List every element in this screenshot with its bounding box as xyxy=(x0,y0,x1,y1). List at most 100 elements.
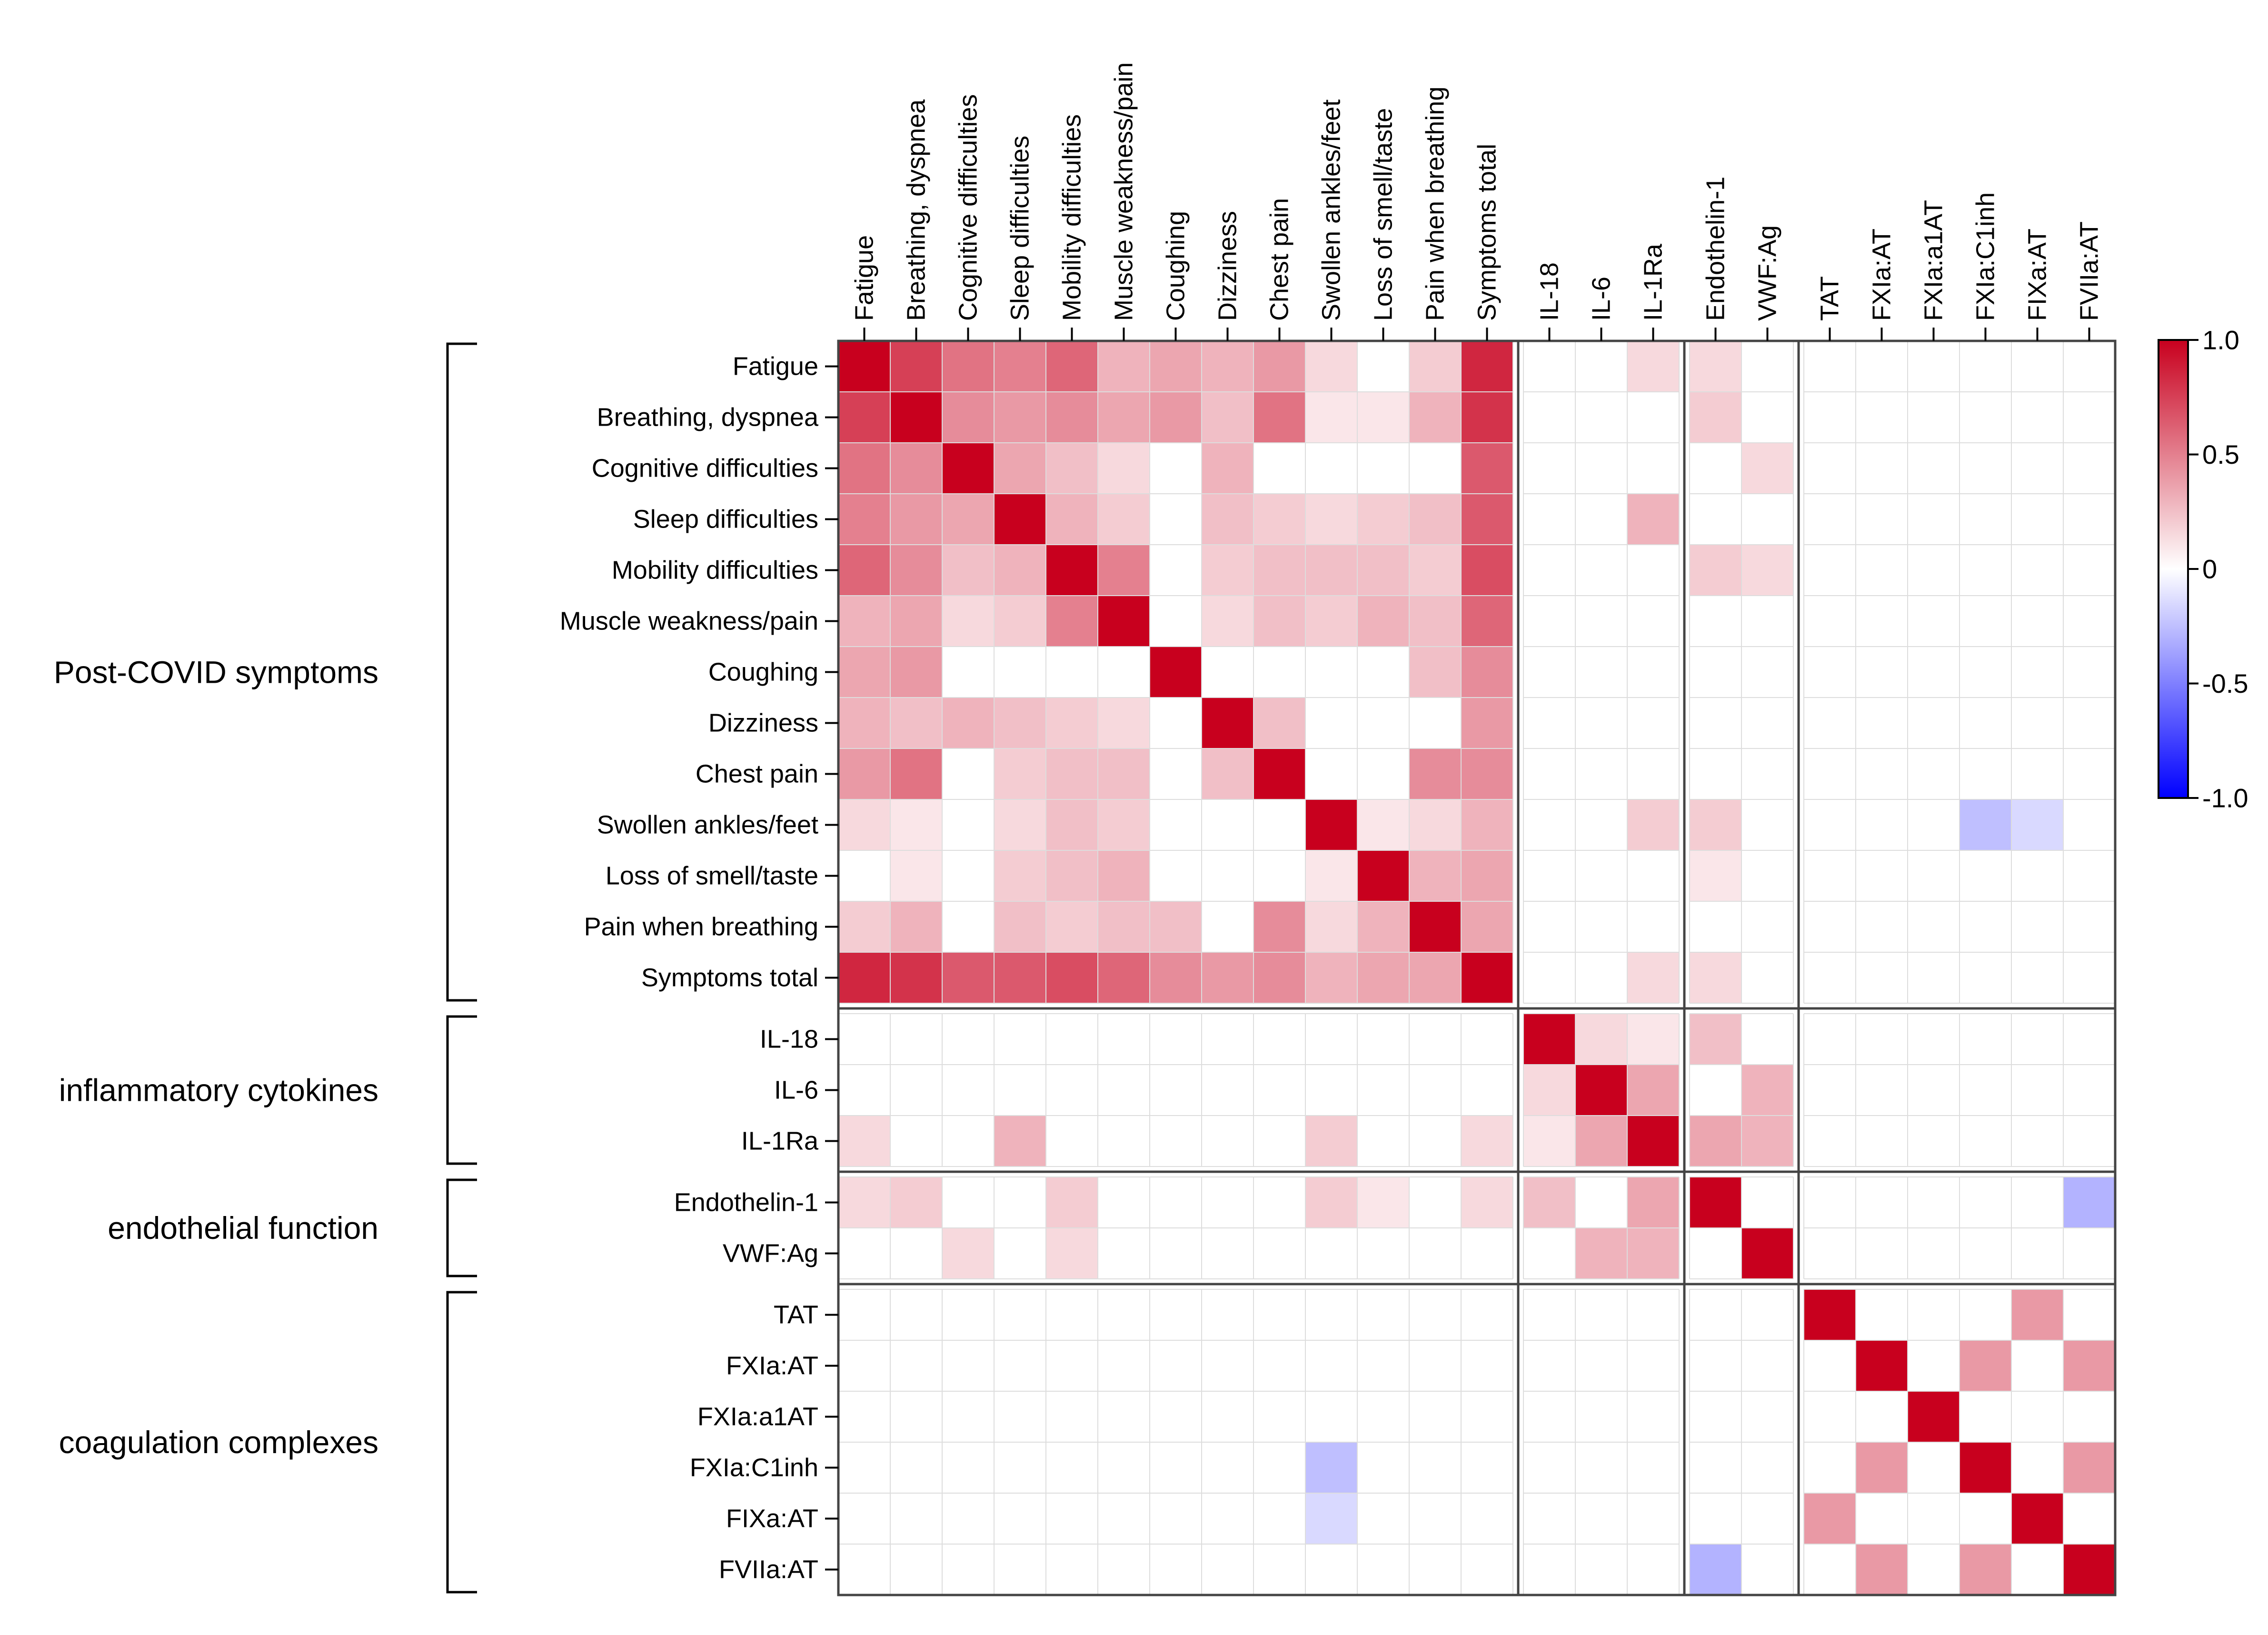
cell-8-8 xyxy=(1253,748,1305,799)
cell-8-3 xyxy=(994,748,1046,799)
cell-9-15 xyxy=(1627,799,1679,850)
cell-12-8 xyxy=(1253,952,1305,1003)
cell-9-4 xyxy=(1046,799,1098,850)
cell-12-7 xyxy=(1202,952,1253,1003)
column-label: Symptoms total xyxy=(1473,144,1502,321)
column-label: TAT xyxy=(1816,276,1844,321)
column-label: Swollen ankles/feet xyxy=(1317,100,1346,321)
group-brackets: Post-COVID symptoms inflammatory cytokine… xyxy=(54,342,477,1594)
cell-0-3 xyxy=(994,341,1046,392)
cell-0-12 xyxy=(1461,341,1513,392)
cell-17-14 xyxy=(1575,1228,1627,1279)
cell-16-4 xyxy=(1046,1177,1098,1228)
cell-2-12 xyxy=(1461,443,1513,494)
cell-0-1 xyxy=(890,341,942,392)
cell-10-4 xyxy=(1046,850,1098,901)
cell-4-17 xyxy=(1741,545,1793,596)
cell-11-5 xyxy=(1098,901,1150,952)
cell-2-1 xyxy=(890,443,942,494)
cell-1-7 xyxy=(1202,392,1253,443)
group-label: Post-COVID symptoms xyxy=(54,655,378,690)
cell-19-19 xyxy=(1856,1340,1908,1391)
cell-7-12 xyxy=(1461,698,1513,748)
column-label: FVIIa:AT xyxy=(2075,221,2104,321)
cell-15-13 xyxy=(1523,1116,1575,1166)
column-label: Fatigue xyxy=(850,235,879,321)
cell-21-19 xyxy=(1856,1442,1908,1493)
cell-4-2 xyxy=(942,545,994,596)
group-label: inflammatory cytokines xyxy=(59,1073,378,1108)
cell-15-9 xyxy=(1305,1116,1357,1166)
cell-15-16 xyxy=(1690,1116,1741,1166)
column-label: Endothelin-1 xyxy=(1701,177,1730,321)
row-label: TAT xyxy=(774,1301,818,1329)
cell-3-0 xyxy=(838,494,890,545)
column-label: IL-6 xyxy=(1587,277,1616,321)
column-label: FIXa:AT xyxy=(2023,229,2052,321)
cell-21-21 xyxy=(1960,1442,2011,1493)
cell-19-21 xyxy=(1960,1340,2011,1391)
cell-12-3 xyxy=(994,952,1046,1003)
column-label: Mobility difficulties xyxy=(1058,114,1086,321)
cell-4-11 xyxy=(1409,545,1461,596)
cell-7-4 xyxy=(1046,698,1098,748)
cell-8-11 xyxy=(1409,748,1461,799)
cell-15-15 xyxy=(1627,1116,1679,1166)
cell-1-10 xyxy=(1357,392,1409,443)
cell-23-19 xyxy=(1856,1544,1908,1595)
cell-1-9 xyxy=(1305,392,1357,443)
cell-9-21 xyxy=(1960,799,2011,850)
cell-0-7 xyxy=(1202,341,1253,392)
cell-16-23 xyxy=(2063,1177,2115,1228)
cell-16-10 xyxy=(1357,1177,1409,1228)
column-label: Sleep difficulties xyxy=(1006,136,1035,321)
cell-12-16 xyxy=(1690,952,1741,1003)
cell-3-12 xyxy=(1461,494,1513,545)
row-label: Sleep difficulties xyxy=(633,505,818,534)
cell-1-5 xyxy=(1098,392,1150,443)
cell-5-7 xyxy=(1202,596,1253,647)
row-label: Loss of smell/taste xyxy=(606,862,818,890)
cell-13-13 xyxy=(1523,1014,1575,1065)
cell-6-11 xyxy=(1409,647,1461,698)
cell-10-1 xyxy=(890,850,942,901)
column-label: Loss of smell/taste xyxy=(1369,108,1398,321)
cell-9-12 xyxy=(1461,799,1513,850)
cell-16-0 xyxy=(838,1177,890,1228)
cell-23-16 xyxy=(1690,1544,1741,1595)
row-label: IL-18 xyxy=(760,1025,818,1054)
cell-0-0 xyxy=(838,341,890,392)
cell-10-12 xyxy=(1461,850,1513,901)
cell-18-18 xyxy=(1804,1289,1856,1340)
colorbar-tick-label: -1.0 xyxy=(2202,783,2248,813)
colorbar: 1.0 0.5 0 -0.5 -1.0 xyxy=(2158,325,2248,813)
cell-0-9 xyxy=(1305,341,1357,392)
row-label: Swollen ankles/feet xyxy=(597,811,818,839)
cell-6-12 xyxy=(1461,647,1513,698)
cell-12-2 xyxy=(942,952,994,1003)
cell-1-3 xyxy=(994,392,1046,443)
column-label: Breathing, dyspnea xyxy=(902,99,931,321)
row-label: Symptoms total xyxy=(641,964,818,992)
cell-19-23 xyxy=(2063,1340,2115,1391)
cell-1-2 xyxy=(942,392,994,443)
column-label: Chest pain xyxy=(1265,198,1294,321)
cell-12-0 xyxy=(838,952,890,1003)
row-label: Muscle weakness/pain xyxy=(560,607,818,636)
cell-22-22 xyxy=(2011,1493,2063,1544)
cell-4-5 xyxy=(1098,545,1150,596)
cell-14-17 xyxy=(1741,1065,1793,1116)
row-label: FIXa:AT xyxy=(726,1505,818,1533)
cell-4-3 xyxy=(994,545,1046,596)
row-label: Cognitive difficulties xyxy=(592,454,818,483)
colorbar-tick-label: -0.5 xyxy=(2202,668,2248,698)
cell-11-10 xyxy=(1357,901,1409,952)
cell-11-0 xyxy=(838,901,890,952)
cell-5-5 xyxy=(1098,596,1150,647)
column-label: FXIa:a1AT xyxy=(1920,200,1948,321)
row-label: Fatigue xyxy=(733,352,818,381)
cell-11-9 xyxy=(1305,901,1357,952)
cell-4-0 xyxy=(838,545,890,596)
column-labels: Fatigue Breathing, dyspnea Cognitive diffi… xyxy=(850,62,2104,341)
